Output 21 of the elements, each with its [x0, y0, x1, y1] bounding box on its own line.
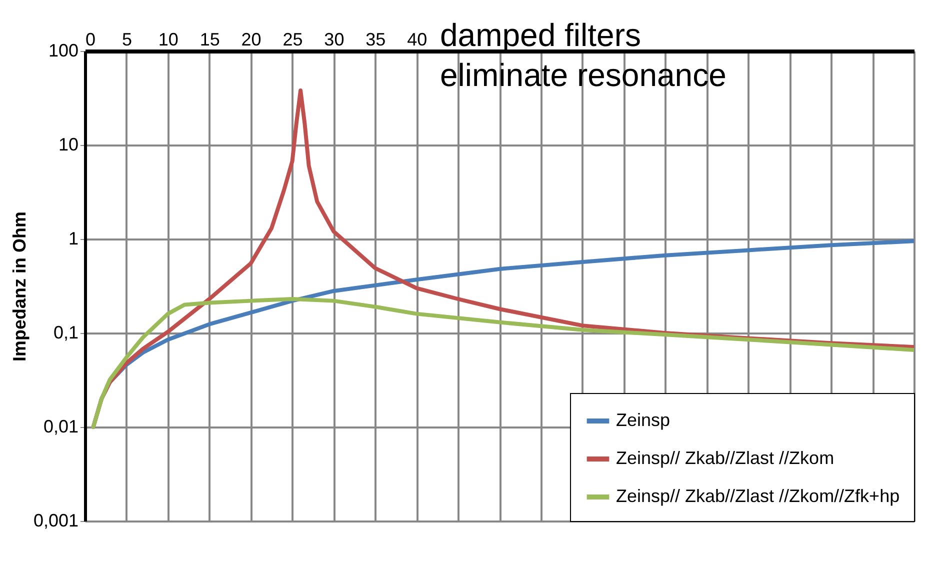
- legend-label: Zeinsp// Zkab//Zlast //Zkom: [616, 448, 834, 468]
- legend-label: Zeinsp// Zkab//Zlast //Zkom//Zfk+hp: [616, 486, 900, 506]
- y-tick-label: 10: [58, 134, 78, 154]
- y-tick-label: 0,1: [53, 322, 78, 342]
- legend-label: Zeinsp: [616, 410, 670, 430]
- x-tick-label: 20: [241, 30, 262, 50]
- annotation: damped filters eliminate resonance: [440, 17, 726, 93]
- y-axis-title: Impedanz in Ohm: [9, 211, 30, 362]
- x-tick-label: 10: [158, 30, 178, 50]
- x-tick-label: 5: [122, 30, 132, 50]
- x-tick-label: 30: [324, 30, 344, 50]
- x-tick-label: 15: [200, 30, 220, 50]
- y-tick-label: 0,001: [33, 510, 78, 530]
- x-tick-label: 40: [407, 30, 428, 50]
- line-series: [91, 297, 914, 429]
- y-tick-label: 0,01: [43, 416, 78, 436]
- y-tick-label: 1: [68, 228, 78, 248]
- x-tick-label: 35: [366, 30, 386, 50]
- x-tick-label: 25: [282, 30, 303, 50]
- y-tick-label: 100: [48, 40, 78, 60]
- x-tick-label: 0: [86, 30, 96, 50]
